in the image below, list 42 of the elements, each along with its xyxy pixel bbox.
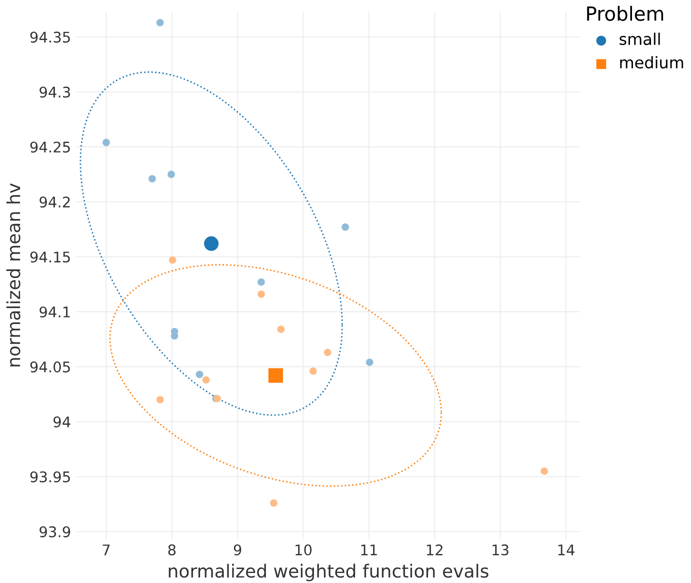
point — [168, 170, 175, 178]
y-tick-label: 94.35 — [30, 32, 70, 43]
y-tick-label: 94 — [54, 416, 70, 428]
y-tick-label: 94.3 — [40, 86, 70, 98]
point — [366, 358, 374, 366]
x-tick-label: 9 — [234, 544, 242, 556]
point — [258, 278, 265, 286]
point — [102, 138, 110, 146]
point — [309, 367, 317, 375]
point — [342, 223, 349, 231]
x-tick-label: 14 — [558, 544, 574, 556]
point — [324, 348, 332, 356]
point — [168, 256, 176, 264]
y-tick-label: 93.95 — [30, 471, 70, 482]
y-tick-label: 93.9 — [40, 526, 70, 538]
x-axis-title: normalized weighted function evals — [168, 564, 488, 582]
point — [202, 376, 210, 384]
point — [277, 326, 285, 333]
point — [156, 396, 164, 404]
y-tick-label: 94.25 — [30, 142, 70, 153]
y-tick-label: 94.1 — [40, 306, 70, 318]
x-tick-label: 10 — [296, 544, 312, 556]
point — [156, 18, 164, 26]
legend-label: small — [620, 32, 660, 46]
point — [268, 368, 283, 383]
x-tick-label: 12 — [426, 544, 442, 556]
legend-title: Problem — [587, 6, 664, 21]
point — [540, 467, 548, 475]
point — [270, 499, 278, 507]
y-axis-title: normalized mean hv — [6, 183, 20, 366]
x-tick-label: 13 — [492, 544, 508, 556]
y-tick-label: 94.2 — [40, 196, 70, 208]
point — [196, 370, 204, 378]
legend-label: medium — [620, 56, 684, 69]
point — [258, 290, 265, 298]
x-tick-label: 7 — [102, 544, 110, 556]
y-tick-label: 94.05 — [30, 361, 70, 372]
x-tick-label: 8 — [168, 544, 176, 556]
point — [204, 236, 219, 251]
y-tick-label: 94.15 — [30, 252, 70, 263]
point — [148, 175, 156, 182]
x-tick-label: 11 — [361, 544, 377, 556]
